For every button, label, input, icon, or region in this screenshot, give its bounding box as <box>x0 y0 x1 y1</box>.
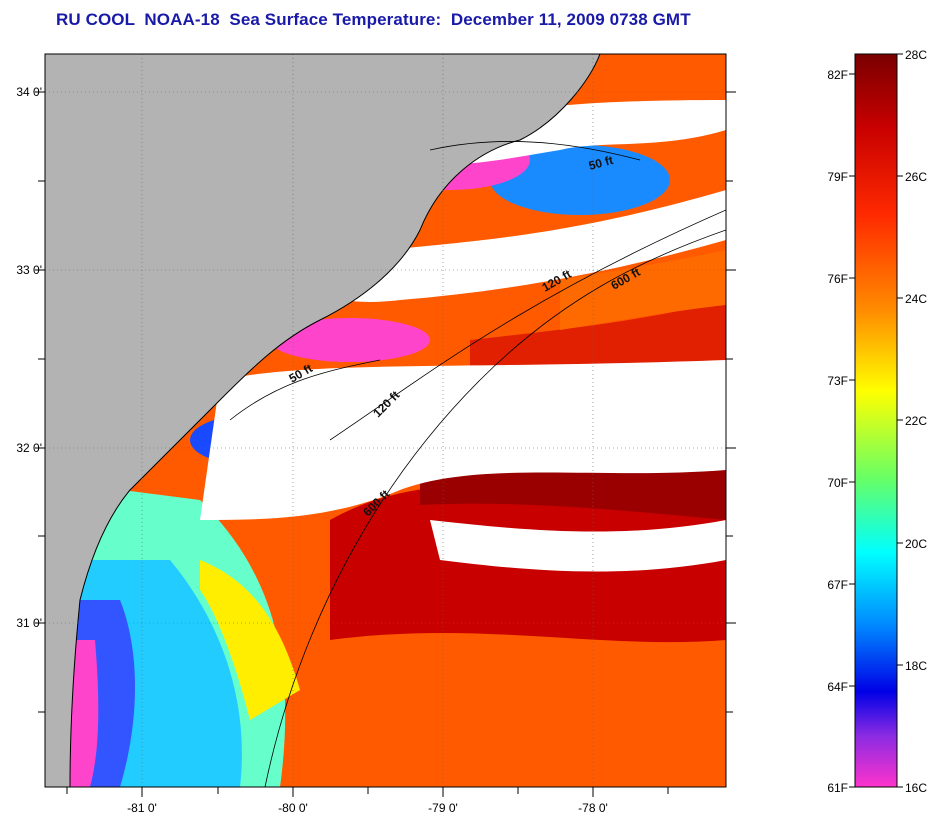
cb-label-18c: 18C <box>905 659 927 673</box>
cloud-streak-south <box>430 520 726 572</box>
lon-label-80: -80 0' <box>278 801 308 815</box>
cloud-band-central <box>200 360 726 520</box>
mid-shelf-yellow <box>200 560 300 720</box>
land-coast <box>45 54 600 787</box>
cb-label-70f: 70F <box>827 476 848 490</box>
cb-label-26c: 26C <box>905 170 927 184</box>
lat-label-34: 34 0' <box>16 85 42 99</box>
lon-label-79: -79 0' <box>428 801 458 815</box>
temperature-colorbar: 28C 26C 24C 22C 20C 18C 16C 82F 79F 76F … <box>827 48 927 795</box>
colorbar-gradient <box>854 53 898 788</box>
coastline <box>69 54 601 787</box>
map-frame <box>44 53 727 788</box>
lat-label-31: 31 0' <box>16 616 42 630</box>
cold-pocket-north <box>490 145 670 215</box>
lon-label-78: -78 0' <box>578 801 608 815</box>
isobath-50ft-north <box>429 141 641 161</box>
colorbar-ticks <box>849 53 903 788</box>
graticule <box>45 54 726 787</box>
cb-label-67f: 67F <box>827 578 848 592</box>
cb-label-28c: 28C <box>905 48 927 62</box>
sst-field <box>45 54 726 787</box>
contour-label-50ft-north: 50 ft <box>587 153 614 173</box>
northern-orange-band <box>560 250 726 330</box>
cb-label-16c: 16C <box>905 781 927 795</box>
magenta-patch-mid <box>270 318 430 362</box>
cb-label-79f: 79F <box>827 170 848 184</box>
lat-label-32: 32 0' <box>16 441 42 455</box>
cb-label-61f: 61F <box>827 781 848 795</box>
isobath-50ft-south <box>229 359 381 421</box>
cb-label-24c: 24C <box>905 292 927 306</box>
map-title: RU COOL NOAA-18 Sea Surface Temperature:… <box>56 10 691 29</box>
cb-label-20c: 20C <box>905 537 927 551</box>
lat-label-33: 33 0' <box>16 263 42 277</box>
cb-label-73f: 73F <box>827 374 848 388</box>
isobath-120ft <box>329 209 726 441</box>
cloud-band-upper <box>320 190 726 302</box>
cb-label-82f: 82F <box>827 68 848 82</box>
tick-marks <box>35 91 736 797</box>
cb-label-22c: 22C <box>905 414 927 428</box>
lon-label-81: -81 0' <box>127 801 157 815</box>
gulf-stream-dark-band <box>420 463 726 520</box>
cb-label-64f: 64F <box>827 680 848 694</box>
cb-label-76f: 76F <box>827 272 848 286</box>
isobath-600ft <box>264 229 726 787</box>
